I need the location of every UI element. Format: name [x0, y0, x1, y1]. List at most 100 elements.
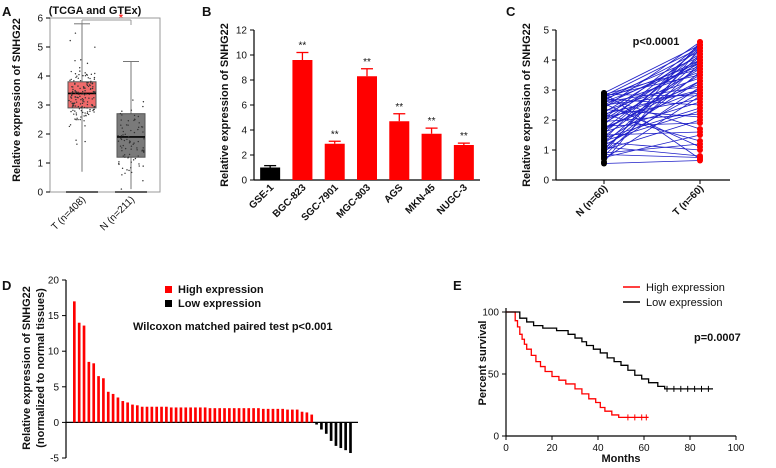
panel-e-xtick-label: 60: [638, 443, 650, 454]
box-jitter-point: [75, 91, 77, 93]
pair-line: [603, 107, 701, 139]
bar-high-expression: [291, 409, 294, 423]
box-jitter-point: [75, 101, 78, 103]
box-jitter-point: [136, 147, 138, 149]
pair-line: [603, 146, 701, 157]
pair-line: [603, 97, 701, 130]
panel-c-xtick-label: T (n=60): [671, 183, 706, 218]
box-jitter-point: [74, 118, 76, 120]
panel-e-xtick-label: 100: [728, 443, 745, 454]
point-normal: [601, 111, 607, 117]
panel-c-ytick-label: 5: [543, 26, 549, 37]
bar-low-expression: [329, 422, 333, 441]
box-jitter-point: [119, 112, 122, 115]
panel-label-d: D: [2, 278, 11, 293]
box-jitter-point: [89, 110, 91, 113]
box-jitter-point: [130, 148, 132, 150]
box-jitter-point: [124, 147, 127, 150]
pair-line: [603, 59, 701, 106]
panel-d-ytick-label: 10: [48, 347, 60, 358]
box-jitter-point: [77, 91, 79, 93]
box-jitter-point: [78, 73, 80, 76]
box-jitter-point: [128, 169, 130, 172]
panel-b-chart: 024681012GSE-1**BGC-823**SGC-7901**MGC-8…: [236, 26, 480, 224]
box-jitter-point: [86, 101, 89, 103]
bar-ags: [389, 121, 410, 180]
box-jitter-point: [89, 84, 91, 87]
box-jitter-point: [74, 105, 77, 107]
pair-line: [603, 103, 701, 148]
box-jitter-point: [83, 115, 85, 117]
box-jitter-point: [86, 111, 89, 113]
panel-a-ytick-label: 2: [37, 130, 43, 141]
panel-e-ylabel: Percent survival: [477, 321, 489, 406]
box-jitter-point: [82, 93, 85, 95]
panel-b-ytick-label: 10: [236, 51, 248, 62]
box-jitter-point: [74, 96, 76, 98]
bar-high-expression: [184, 407, 188, 423]
box-jitter-point: [70, 70, 72, 73]
point-tumor: [697, 87, 703, 93]
box-jitter-point: [70, 110, 72, 113]
point-tumor: [697, 120, 703, 126]
bar-sgc-7901: [324, 143, 345, 180]
pair-line: [603, 47, 701, 125]
panel-d-ytick-label: 5: [53, 382, 59, 393]
panel-e-title: p=0.0007: [694, 332, 741, 344]
survival-curve-high: [506, 311, 649, 419]
bar-high-expression: [77, 322, 81, 423]
bar-high-expression: [165, 406, 168, 423]
box-jitter-point: [87, 85, 90, 88]
box-jitter-point: [120, 138, 123, 141]
box-jitter-point: [87, 81, 89, 84]
box-jitter-point: [136, 149, 138, 151]
box-jitter-point: [83, 94, 86, 96]
panel-c-xtick-label: N (n=60): [574, 183, 610, 219]
box-jitter-point: [130, 129, 132, 132]
bar-low-expression: [344, 422, 347, 451]
box-jitter-point: [134, 118, 136, 121]
legend-e-low-label: Low expression: [646, 297, 722, 309]
panel-a-title: (TCGA and GTEx): [49, 5, 142, 17]
box-jitter-point: [70, 92, 73, 95]
box-jitter-point: [79, 87, 81, 90]
bar-significance-label: **: [460, 131, 468, 142]
panel-b-ytick-label: 0: [241, 176, 247, 187]
panel-c-ytick-label: 3: [543, 86, 549, 97]
point-normal: [601, 126, 607, 132]
box-jitter-point: [86, 84, 89, 87]
box-jitter-point: [69, 79, 71, 82]
box-jitter-point: [122, 144, 124, 147]
box-jitter-point: [73, 80, 75, 82]
box-jitter-point: [77, 85, 79, 87]
box-jitter-point: [79, 103, 82, 105]
box-jitter-point: [133, 119, 135, 122]
box-jitter-point: [81, 102, 84, 105]
bar-high-expression: [131, 404, 134, 423]
box-jitter-point: [127, 156, 130, 158]
box-jitter-point: [91, 83, 93, 85]
panel-d-ytick-label: 20: [48, 276, 60, 287]
box-jitter-point: [89, 108, 91, 111]
box-jitter-point: [84, 112, 86, 114]
box-jitter-point: [132, 143, 134, 146]
bar-high-expression: [242, 408, 246, 423]
box-jitter-point: [122, 130, 124, 133]
box-jitter-point: [71, 102, 73, 105]
bar-high-expression: [208, 408, 212, 423]
panel-label-a: A: [2, 4, 12, 19]
panel-a-ytick-label: 1: [37, 159, 43, 170]
bar-high-expression: [169, 407, 173, 423]
box-jitter-point: [120, 119, 122, 121]
bar-low-expression: [324, 422, 328, 434]
box-jitter-point: [124, 172, 126, 174]
box-jitter-point: [142, 149, 145, 151]
pair-line: [603, 113, 701, 122]
pair-line: [603, 56, 701, 98]
box-jitter-point: [88, 93, 91, 96]
box-jitter-point: [74, 82, 76, 85]
pair-line: [603, 65, 701, 103]
box-jitter-point: [125, 124, 128, 126]
panel-a-ytick-label: 6: [37, 14, 43, 25]
